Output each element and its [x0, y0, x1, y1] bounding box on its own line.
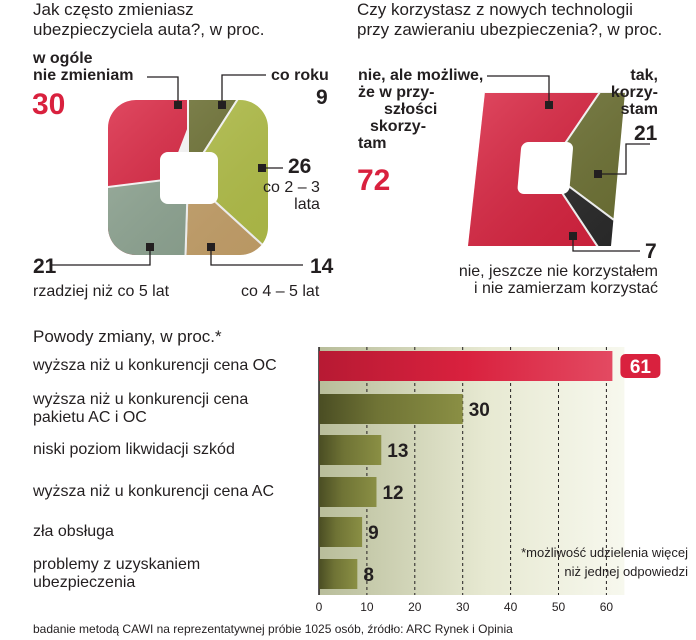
pie1-value-co-roku: 9 — [316, 86, 328, 109]
bar-3 — [319, 477, 377, 507]
bar-value-badge — [620, 354, 661, 378]
x-tick-label-0: 0 — [316, 600, 323, 614]
pie1-label-nie-zmieniam: w ogóle nie zmieniam — [33, 50, 134, 84]
bar-value-label-4: 9 — [368, 523, 379, 544]
bar-5 — [319, 559, 358, 589]
x-tick-label-20: 20 — [408, 600, 422, 614]
pie2-markers — [545, 101, 602, 240]
pie1-title: Jak często zmieniasz ubezpieczyciela aut… — [33, 0, 265, 40]
bar-value-label-3: 12 — [382, 483, 403, 504]
x-tick-label-10: 10 — [360, 600, 374, 614]
pie2-leaders — [487, 75, 650, 252]
bar-2 — [319, 435, 382, 465]
bar-category-label-3: wyższa niż u konkurencji cena AC — [33, 483, 274, 500]
pie1-hole — [160, 152, 218, 204]
pie2-value-tak: 21 — [634, 122, 658, 145]
x-tick-label-50: 50 — [552, 600, 566, 614]
bar-value-label-1: 30 — [469, 400, 490, 421]
x-tick-label-40: 40 — [504, 600, 518, 614]
pie1-value-co-2-3: 26 — [288, 155, 312, 178]
bar-value-label-5: 8 — [363, 565, 374, 586]
source-footer: badanie metodą CAWI na reprezentatywnej … — [33, 622, 513, 636]
pie1-label-co-2-3: co 2 – 3 lata — [263, 179, 320, 213]
x-tick-label-60: 60 — [600, 600, 614, 614]
bar-x-axis: 0 10 20 30 40 50 60 — [316, 600, 614, 614]
pie1-label-co-roku: co roku — [271, 67, 329, 84]
bar-title: Powody zmiany, w proc.* — [33, 327, 222, 346]
bar-category-label-0: wyższa niż u konkurencji cena OC — [33, 357, 277, 374]
bar-footnote: *możliwość udzielenia więcej niż jednej … — [521, 545, 688, 579]
pie1-value-nie-zmieniam: 30 — [32, 88, 66, 121]
pie1-value-co-4-5: 14 — [310, 255, 334, 278]
bar-series: 61 30 13 129 8 — [319, 351, 661, 589]
pie1-label-rzadziej: rzadziej niż co 5 lat — [33, 283, 170, 300]
bar-plot-background — [319, 347, 625, 595]
bar-category-label-5: problemy z uzyskaniem ubezpieczenia — [33, 556, 201, 591]
bar-value-label-2: 13 — [387, 441, 408, 462]
bar-category-label-2: niski poziom likwidacji szkód — [33, 441, 235, 458]
bar-1 — [319, 394, 463, 424]
pie2-title-line1: Czy korzystasz z nowych technologii — [357, 0, 633, 19]
x-tick-label-30: 30 — [456, 600, 470, 614]
pie2-title-line2: przy zawieraniu ubezpieczenia?, w proc. — [357, 20, 663, 39]
pie2-value-nie-mozliwe: 72 — [357, 164, 391, 197]
pie2-title: Czy korzystasz z nowych technologii przy… — [357, 0, 662, 40]
pie1-title-line2: ubezpieczyciela auta?, w proc. — [33, 20, 265, 39]
pie2-hole — [517, 142, 573, 194]
pie2-value-nie-korzystalem: 7 — [645, 240, 657, 263]
pie1-label-co-4-5: co 4 – 5 lat — [241, 283, 320, 300]
pie1-markers — [146, 101, 266, 251]
bar-grid — [318, 347, 607, 595]
pie2-label-tak: tak, korzy- stam — [610, 67, 658, 118]
pie1-title-line1: Jak często zmieniasz — [33, 0, 194, 19]
bar-category-label-4: zła obsługa — [33, 523, 114, 540]
bar-4 — [319, 517, 363, 547]
pie1-leaders — [52, 74, 303, 266]
pie2-label-nie-mozliwe: nie, ale możliwe, że w przy- szłości sko… — [358, 67, 484, 152]
pie1-value-rzadziej: 21 — [33, 255, 57, 278]
pie2-label-nie-korzystalem: nie, jeszcze nie korzystałem i nie zamie… — [458, 263, 658, 297]
bar-value-label-0: 61 — [630, 357, 652, 378]
bar-category-label-1: wyższa niż u konkurencji cena pakietu AC… — [33, 391, 249, 426]
bar-0 — [319, 351, 613, 381]
